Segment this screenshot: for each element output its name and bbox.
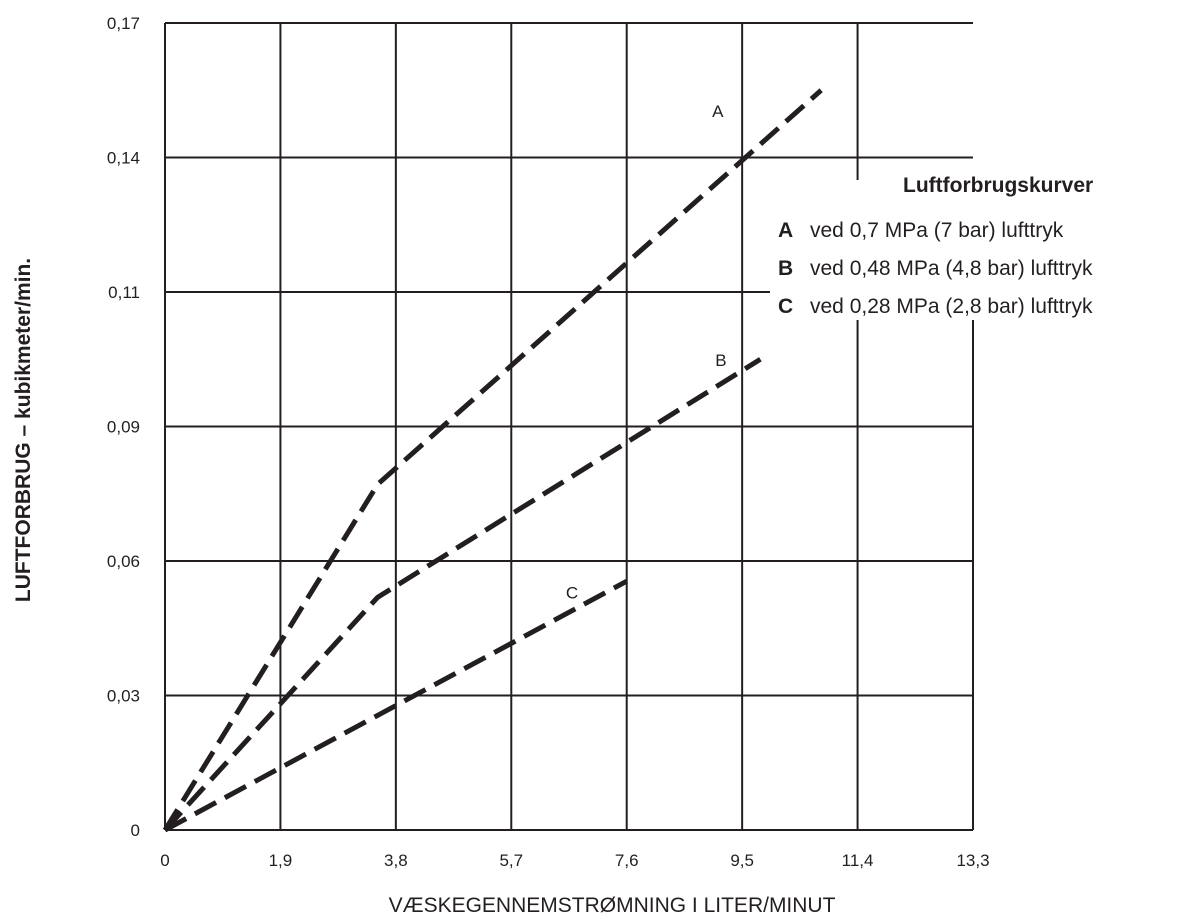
x-axis-label: VÆSKEGENNEMSTRØMNING I LITER/MINUT [389, 894, 836, 917]
grid [164, 22, 1181, 831]
legend-text-a: ved 0,7 MPa (7 bar) lufttryk [810, 219, 1064, 242]
legend-text-b: ved 0,48 MPa (4,8 bar) lufttryk [810, 257, 1093, 280]
legend-key-a: A [778, 219, 794, 242]
y-tick-label: 0,03 [107, 687, 140, 706]
curve-a [162, 88, 823, 832]
x-tick-label: 1,9 [269, 851, 293, 870]
curves [162, 88, 823, 833]
curve-b [163, 357, 762, 832]
x-tick-label: 7,6 [615, 851, 639, 870]
curve-label-b: B [715, 351, 726, 370]
curve-labels: A B C [566, 102, 727, 603]
y-axis-label: LUFTFORBRUG – kubikmeter/min. [12, 258, 35, 602]
legend-background [770, 180, 1181, 320]
y-tick-label: 0,06 [107, 552, 140, 571]
curve-label-a: A [712, 102, 724, 121]
x-tick-label: 0 [160, 851, 169, 870]
legend-title: Luftforbrugskurver [903, 174, 1094, 197]
y-tick-label: 0,17 [107, 14, 140, 33]
y-tick-label: 0 [131, 821, 140, 840]
curve-c [163, 578, 628, 833]
x-tick-label: 5,7 [499, 851, 523, 870]
x-tick-label: 13,3 [956, 851, 989, 870]
y-tick-label: 0,09 [107, 418, 140, 437]
y-tick-label: 0,11 [108, 283, 140, 302]
x-tick-label: 3,8 [384, 851, 408, 870]
curve-label-c: C [566, 584, 578, 603]
y-tick-labels: 0 0,03 0,06 0,09 0,11 0,14 0,17 [107, 14, 140, 840]
x-tick-label: 11,4 [842, 851, 874, 870]
legend-key-c: C [778, 295, 794, 318]
legend-key-b: B [778, 257, 794, 280]
x-tick-labels: 0 1,9 3,8 5,7 7,6 9,5 11,4 13,3 [160, 851, 989, 870]
legend-text-c: ved 0,28 MPa (2,8 bar) lufttryk [810, 295, 1093, 318]
y-tick-label: 0,14 [107, 149, 140, 168]
x-tick-label: 9,5 [730, 851, 754, 870]
